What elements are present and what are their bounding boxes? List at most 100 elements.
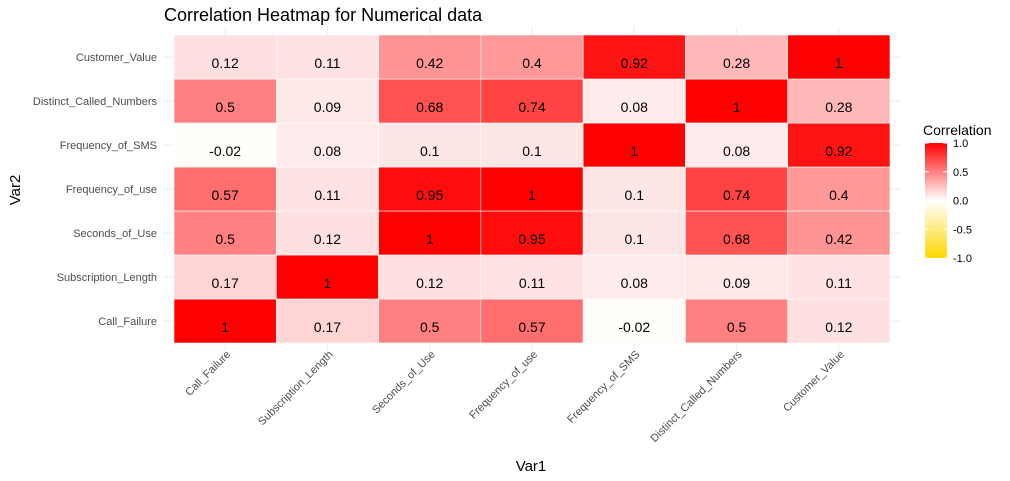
cell-value-label: 1 bbox=[733, 99, 741, 115]
x-tick-label: Call_Failure bbox=[183, 349, 233, 399]
heatmap-cell bbox=[787, 78, 891, 124]
heatmap-cell bbox=[582, 254, 686, 300]
x-tick-label: Distinct_Called_Numbers bbox=[648, 348, 745, 445]
heatmap-cell bbox=[685, 122, 789, 168]
heatmap-cell bbox=[378, 210, 482, 256]
legend-colorbar bbox=[925, 143, 947, 258]
y-tick-label: Distinct_Called_Numbers bbox=[33, 96, 158, 108]
heatmap-cells bbox=[173, 34, 891, 344]
x-tick-label: Frequency_of_SMS bbox=[565, 349, 642, 426]
cell-value-label: 0.5 bbox=[215, 231, 235, 247]
y-axis-ticks: Call_Failure Subscription_Length Seconds_o… bbox=[33, 52, 158, 328]
heatmap-cell bbox=[787, 34, 891, 80]
cell-value-label: 0.5 bbox=[727, 319, 747, 335]
y-axis-title: Var2 bbox=[7, 175, 24, 206]
cell-value-label: -0.02 bbox=[618, 319, 650, 335]
cell-value-label: 0.95 bbox=[518, 231, 545, 247]
heatmap-cell bbox=[787, 122, 891, 168]
cell-value-label: 0.1 bbox=[625, 231, 645, 247]
legend-tick-label: 0.0 bbox=[953, 196, 968, 208]
x-tick-label: Subscription_Length bbox=[256, 349, 335, 428]
x-tick-label: Seconds_of_Use bbox=[370, 349, 438, 417]
chart-title: Correlation Heatmap for Numerical data bbox=[164, 5, 483, 25]
cell-value-label: 0.1 bbox=[420, 143, 440, 159]
heatmap-cell bbox=[275, 210, 379, 256]
heatmap-cell bbox=[480, 122, 584, 168]
heatmap-cell bbox=[480, 210, 584, 256]
cell-value-label: 0.08 bbox=[621, 99, 648, 115]
cell-value-label: 0.11 bbox=[519, 275, 545, 291]
cell-value-label: 0.57 bbox=[212, 187, 239, 203]
cell-value-label: 0.09 bbox=[314, 99, 341, 115]
heatmap-cell bbox=[275, 34, 379, 80]
cell-value-label: 1 bbox=[630, 143, 638, 159]
heatmap-cell bbox=[480, 166, 584, 212]
heatmap-cell bbox=[787, 210, 891, 256]
heatmap-cell bbox=[275, 78, 379, 124]
legend: Correlation 1.0 0.5 0.0 -0.5 -1.0 bbox=[923, 122, 991, 265]
heatmap-cell bbox=[787, 166, 891, 212]
heatmap-cell bbox=[787, 254, 891, 300]
cell-value-label: 0.5 bbox=[420, 319, 440, 335]
x-axis-title: Var1 bbox=[516, 458, 547, 475]
cell-value-label: 0.92 bbox=[621, 55, 648, 71]
cell-value-label: 0.17 bbox=[314, 319, 341, 335]
cell-value-label: 1 bbox=[221, 319, 229, 335]
legend-tick-label: -0.5 bbox=[953, 224, 972, 236]
heatmap-cell bbox=[173, 254, 277, 300]
y-tick-label: Frequency_of_SMS bbox=[60, 140, 157, 152]
legend-ticks: 1.0 0.5 0.0 -0.5 -1.0 bbox=[925, 138, 972, 265]
cell-value-label: 0.12 bbox=[416, 275, 443, 291]
heatmap-cell bbox=[582, 210, 686, 256]
y-tick-label: Subscription_Length bbox=[57, 272, 157, 284]
heatmap-cell bbox=[275, 166, 379, 212]
cell-value-label: 0.42 bbox=[416, 55, 443, 71]
cell-value-label: 0.12 bbox=[314, 231, 341, 247]
heatmap-cell bbox=[378, 166, 482, 212]
cell-value-label: 1 bbox=[324, 275, 332, 291]
cell-value-label: 0.4 bbox=[829, 187, 849, 203]
heatmap-cell bbox=[480, 254, 584, 300]
y-tick-label: Seconds_of_Use bbox=[73, 228, 157, 240]
cell-value-label: 0.12 bbox=[212, 55, 239, 71]
cell-value-label: 0.1 bbox=[625, 187, 645, 203]
cell-value-label: 0.11 bbox=[314, 187, 340, 203]
cell-value-label: 0.11 bbox=[826, 275, 852, 291]
cell-value-label: 1 bbox=[426, 231, 434, 247]
cell-value-label: 0.1 bbox=[522, 143, 542, 159]
heatmap-cell bbox=[685, 298, 789, 344]
heatmap-cell bbox=[787, 298, 891, 344]
heatmap-cell bbox=[173, 122, 277, 168]
heatmap-cell bbox=[173, 166, 277, 212]
heatmap-cell bbox=[685, 166, 789, 212]
cell-value-label: 0.28 bbox=[723, 55, 750, 71]
cell-value-label: 0.5 bbox=[215, 99, 235, 115]
heatmap-cell bbox=[685, 254, 789, 300]
cell-value-label: 0.08 bbox=[314, 143, 341, 159]
heatmap-cell bbox=[173, 210, 277, 256]
legend-tick-label: -1.0 bbox=[953, 253, 972, 265]
heatmap-cell bbox=[685, 210, 789, 256]
heatmap-cell bbox=[582, 166, 686, 212]
cell-value-label: 0.57 bbox=[518, 319, 545, 335]
legend-tick-label: 1.0 bbox=[953, 138, 968, 150]
y-tick-label: Frequency_of_use bbox=[66, 184, 157, 196]
cell-value-label: 0.12 bbox=[825, 319, 852, 335]
heatmap-cell bbox=[275, 254, 379, 300]
heatmap-cell bbox=[480, 34, 584, 80]
cell-value-label: 0.74 bbox=[518, 99, 545, 115]
cell-value-label: 0.68 bbox=[416, 99, 443, 115]
heatmap-cell bbox=[582, 298, 686, 344]
cell-value-label: 0.09 bbox=[723, 275, 750, 291]
heatmap-cell bbox=[378, 254, 482, 300]
cell-value-label: 0.42 bbox=[825, 231, 852, 247]
cell-value-label: 0.92 bbox=[825, 143, 852, 159]
legend-tick-label: 0.5 bbox=[953, 167, 968, 179]
cell-value-label: 1 bbox=[528, 187, 536, 203]
cell-value-label: 0.4 bbox=[522, 55, 542, 71]
cell-value-label: 1 bbox=[835, 55, 843, 71]
cell-value-label: 0.08 bbox=[621, 275, 648, 291]
cell-labels: 1 0.17 0.5 0.57 -0.02 0.5 0.120.17 1 0.12 0.11 0.0… bbox=[209, 55, 853, 335]
heatmap-cell bbox=[378, 298, 482, 344]
